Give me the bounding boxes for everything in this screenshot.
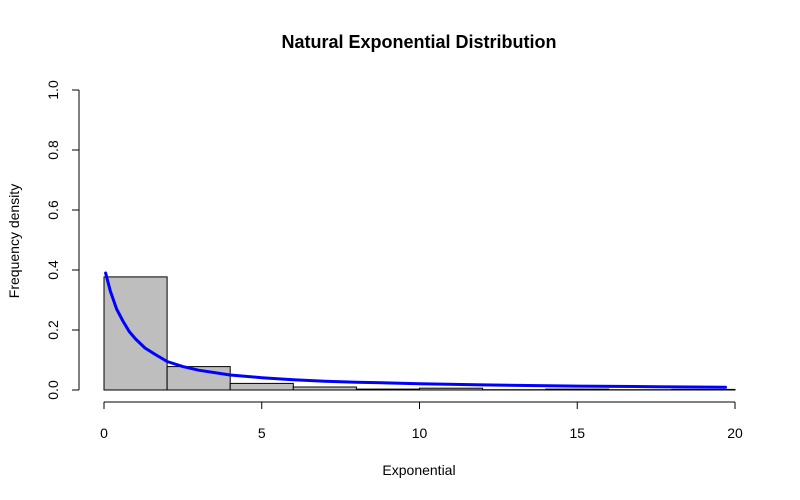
density-curve-group xyxy=(104,271,727,389)
y-tick-label: 0.6 xyxy=(45,200,61,220)
x-axis: 0 5 10 15 20 xyxy=(100,401,743,441)
histogram-bar xyxy=(103,276,168,391)
y-tick-label: 0.4 xyxy=(45,260,61,280)
x-tick-label: 0 xyxy=(100,425,108,441)
x-tick-label: 5 xyxy=(258,425,266,441)
y-axis: 0.0 0.2 0.4 0.6 0.8 1.0 xyxy=(45,80,80,400)
y-axis-label: Frequency density xyxy=(6,184,22,298)
x-axis-label: Exponential xyxy=(382,462,455,478)
x-tick-label: 20 xyxy=(727,425,743,441)
y-tick-label: 0.0 xyxy=(45,380,61,400)
y-tick-label: 0.2 xyxy=(45,320,61,340)
x-tick-label: 15 xyxy=(569,425,585,441)
chart-title: Natural Exponential Distribution xyxy=(281,32,556,52)
y-tick-label: 1.0 xyxy=(45,80,61,100)
y-tick-label: 0.8 xyxy=(45,140,61,160)
histogram-bars xyxy=(103,276,736,391)
x-tick-label: 10 xyxy=(412,425,428,441)
density-curve xyxy=(104,271,727,389)
histogram-bar xyxy=(229,382,294,391)
